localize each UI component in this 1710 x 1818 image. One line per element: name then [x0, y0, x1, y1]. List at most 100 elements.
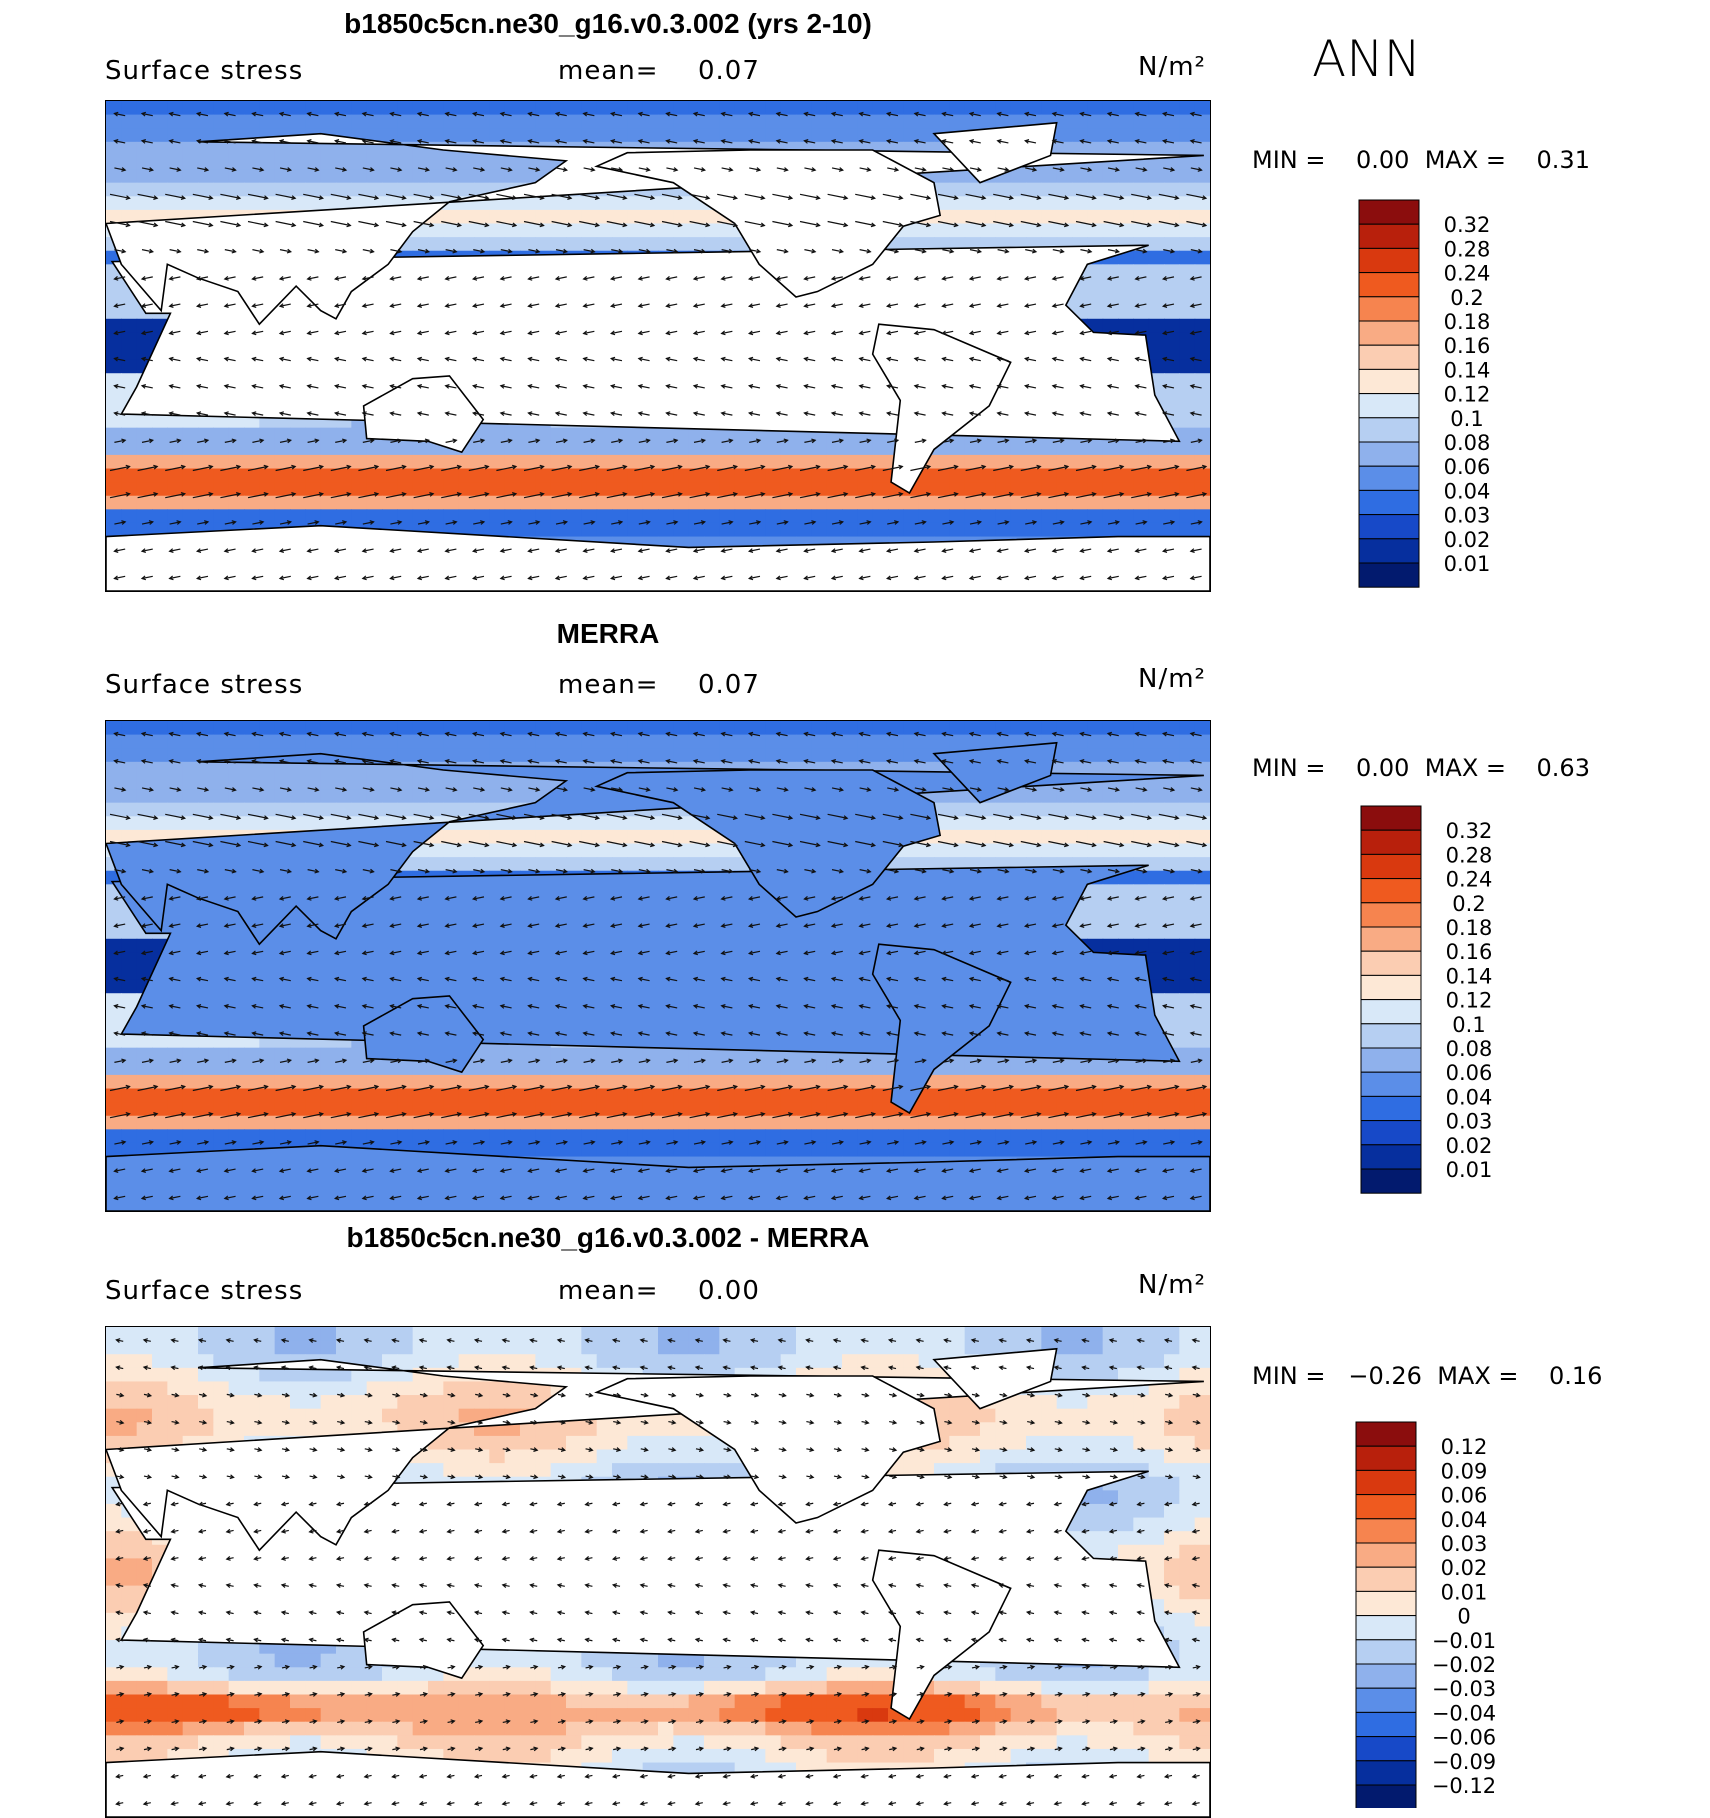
field-cell — [581, 114, 598, 129]
stress-vector — [1135, 357, 1147, 362]
field-cell — [1102, 277, 1119, 293]
stress-vector — [114, 140, 126, 144]
field-cell — [1072, 141, 1088, 157]
field-cell — [857, 522, 874, 538]
stress-vector-head — [1036, 222, 1042, 228]
stress-vector — [611, 412, 623, 416]
stress-vector — [804, 385, 816, 389]
field-cell — [826, 482, 843, 497]
field-cell — [1148, 359, 1165, 374]
stress-vector — [500, 357, 512, 362]
field-cell — [780, 468, 797, 483]
stress-vector — [666, 357, 678, 362]
field-cell — [1010, 816, 1027, 831]
stress-vector — [555, 249, 567, 253]
stress-vector — [666, 548, 678, 552]
stress-vector — [252, 167, 264, 171]
field-cell — [1133, 223, 1150, 238]
field-cell — [443, 748, 460, 763]
field-cell — [1148, 509, 1165, 524]
field-cell — [1133, 748, 1150, 763]
stress-vector — [776, 412, 788, 416]
stress-vector-head — [728, 167, 734, 172]
field-cell — [474, 155, 490, 170]
stress-vector — [583, 439, 595, 443]
stress-vector-head — [203, 520, 210, 525]
field-cell — [688, 857, 705, 872]
field-cell — [949, 843, 966, 858]
field-cell — [980, 816, 996, 831]
field-cell — [228, 454, 245, 470]
stress-vector-head — [858, 383, 864, 389]
stress-vector — [914, 385, 926, 389]
stress-vector — [275, 493, 296, 499]
field-cell — [1148, 761, 1165, 777]
stress-vector-head — [968, 548, 975, 554]
field-cell — [550, 223, 567, 238]
field-cell — [1102, 101, 1119, 116]
min-value: 0.00 — [1356, 146, 1410, 174]
field-cell — [336, 789, 352, 804]
stress-vector — [666, 276, 678, 280]
field-cell — [106, 509, 122, 524]
stress-vector-head — [424, 520, 431, 525]
field-cell — [489, 495, 506, 510]
field-cell — [121, 721, 138, 736]
stress-vector — [969, 412, 981, 416]
field-cell — [1179, 237, 1196, 252]
stress-vector — [1080, 167, 1092, 171]
stress-vector-head — [223, 276, 229, 281]
field-cell — [366, 468, 383, 483]
field-cell — [1010, 482, 1027, 497]
stress-vector-head — [1134, 276, 1140, 281]
stress-vector-head — [429, 491, 435, 497]
stress-vector — [358, 193, 379, 199]
stress-vector — [831, 439, 843, 443]
stress-vector — [555, 357, 567, 362]
stress-vector-head — [775, 383, 781, 389]
field-cell — [504, 101, 521, 116]
stress-vector-head — [941, 138, 947, 144]
stress-vector-head — [760, 464, 766, 470]
stress-vector-head — [306, 411, 312, 416]
stress-vector — [606, 220, 627, 227]
field-cell — [596, 441, 613, 456]
stress-vector — [1163, 303, 1175, 307]
stress-vector-head — [692, 383, 699, 389]
stress-vector-head — [333, 138, 340, 144]
field-cell — [136, 802, 153, 817]
field-cell — [1194, 414, 1210, 429]
stress-vector-head — [692, 330, 699, 336]
field-cell — [136, 495, 153, 510]
field-cell — [504, 748, 521, 763]
field-cell — [566, 816, 582, 831]
stress-vector — [500, 412, 512, 416]
stress-vector-head — [278, 575, 285, 581]
stress-vector-head — [195, 383, 202, 389]
stress-vector — [693, 521, 705, 525]
field-cell — [642, 734, 659, 749]
colorbar-tick-label: 0.1 — [1450, 407, 1483, 431]
stress-vector-head — [140, 111, 147, 117]
field-cell — [106, 482, 122, 497]
stress-vector — [500, 303, 512, 307]
field-cell — [964, 721, 981, 736]
stress-vector-head — [1091, 491, 1097, 497]
field-cell — [1133, 169, 1150, 184]
stress-vector — [749, 412, 761, 416]
field-cell — [290, 789, 306, 804]
field-cell — [750, 734, 766, 749]
stress-vector — [827, 193, 848, 199]
stress-vector-head — [1174, 464, 1180, 470]
field-cell — [842, 748, 858, 763]
field-cell — [520, 495, 536, 510]
field-cell — [1010, 843, 1027, 858]
field-cell — [106, 346, 122, 361]
panel-title: MERRA — [556, 618, 660, 649]
field-cell — [995, 802, 1012, 817]
stress-vector — [583, 249, 595, 253]
field-cell — [1194, 454, 1210, 470]
field-cell — [1164, 318, 1180, 333]
field-cell — [1194, 114, 1210, 129]
field-cell — [826, 522, 843, 538]
